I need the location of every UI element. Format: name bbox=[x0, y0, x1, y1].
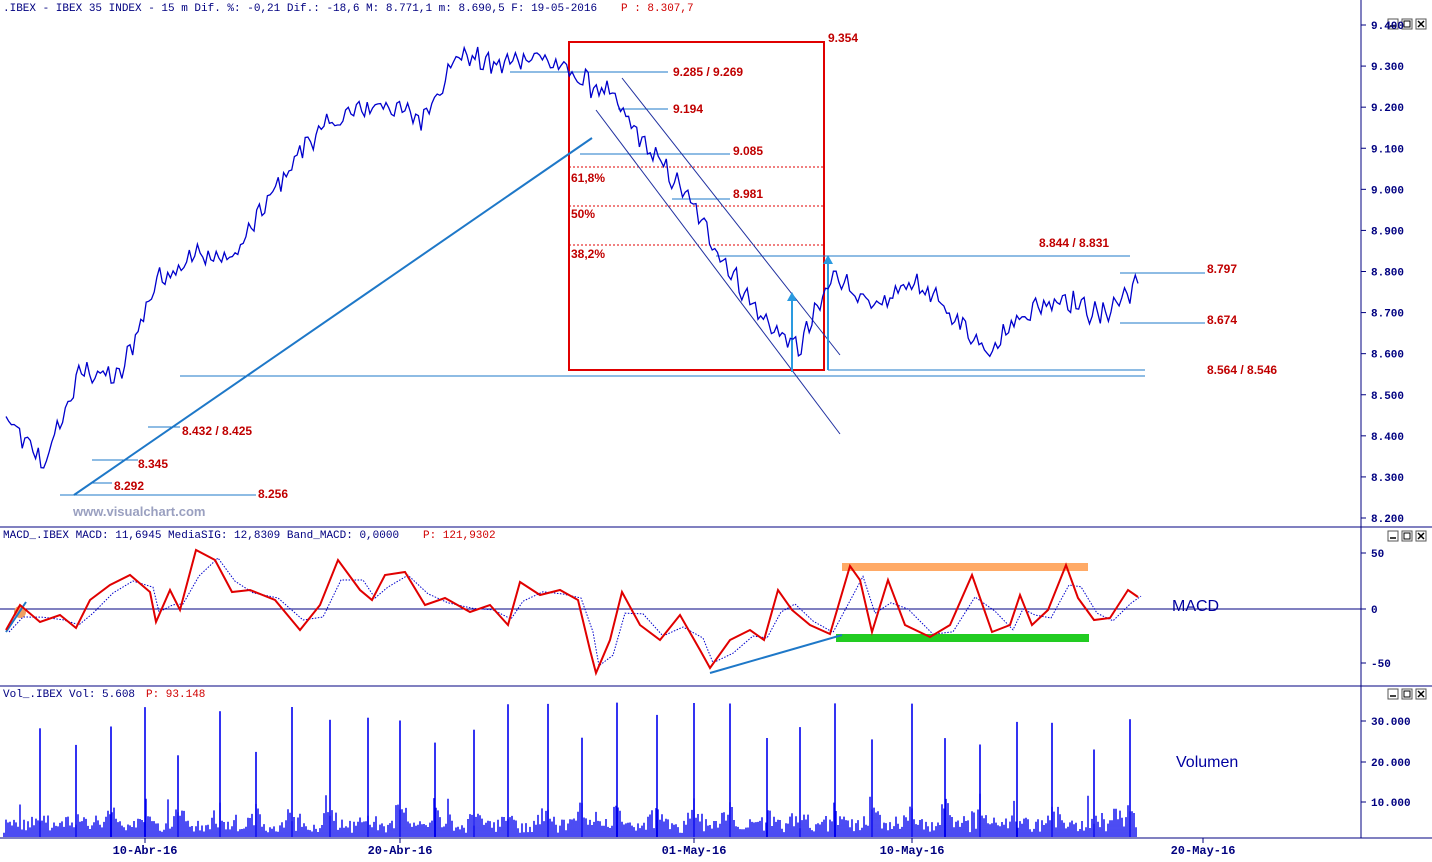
volume-y-tick-label: 30.000 bbox=[1371, 717, 1411, 729]
macd-series bbox=[0, 548, 1361, 677]
macd-support-band bbox=[836, 634, 1089, 642]
macd-y-tick-label: 50 bbox=[1371, 549, 1384, 561]
price-y-tick-label: 9.100 bbox=[1371, 144, 1404, 156]
price-y-axis: 9.400 9.300 9.200 9.100 9.000 8.900 8.800 8.700… bbox=[1361, 21, 1404, 526]
x-tick-label: 10-May-16 bbox=[880, 844, 945, 857]
maximize-icon bbox=[1403, 20, 1411, 28]
macd-signal-line bbox=[8, 557, 1142, 667]
close-icon bbox=[1417, 532, 1425, 540]
fib-label: 50% bbox=[571, 207, 595, 221]
price-y-tick-label: 9.300 bbox=[1371, 62, 1404, 74]
price-y-tick-label: 8.300 bbox=[1371, 473, 1404, 485]
macd-resistance-band bbox=[842, 563, 1088, 571]
minimize-button[interactable] bbox=[1387, 530, 1399, 542]
x-tick-label: 20-May-16 bbox=[1171, 844, 1236, 857]
level-label: 8.256 bbox=[258, 487, 288, 501]
price-y-tick-label: 8.600 bbox=[1371, 350, 1404, 362]
minimize-button[interactable] bbox=[1387, 688, 1399, 700]
level-label: 8.564 / 8.546 bbox=[1207, 363, 1277, 377]
maximize-button[interactable] bbox=[1401, 530, 1413, 542]
macd-panel-header: MACD_.IBEX MACD: 11,6945 MediaSIG: 12,83… bbox=[3, 530, 399, 542]
volume-y-tick-label: 20.000 bbox=[1371, 758, 1411, 770]
arrow-up-icon bbox=[823, 255, 833, 264]
volume-panel-buttons bbox=[1387, 688, 1427, 700]
volume-y-axis: 30.000 20.000 10.000 bbox=[1361, 717, 1411, 810]
level-label: 9.354 bbox=[828, 31, 858, 45]
channel-lower-line bbox=[595, 109, 841, 435]
maximize-icon bbox=[1403, 690, 1411, 698]
rising-trendline bbox=[73, 137, 593, 496]
level-label: 8.345 bbox=[138, 457, 168, 471]
level-label: 8.674 bbox=[1207, 313, 1237, 327]
channel-upper-line bbox=[621, 77, 841, 356]
level-labels: 9.354 9.285 / 9.269 9.194 9.085 8.981 8.844 /… bbox=[114, 31, 1277, 501]
price-y-tick-label: 8.400 bbox=[1371, 432, 1404, 444]
fib-label: 38,2% bbox=[571, 247, 605, 261]
level-label: 9.085 bbox=[733, 144, 763, 158]
macd-panel-buttons bbox=[1387, 530, 1427, 542]
level-label: 8.292 bbox=[114, 479, 144, 493]
maximize-button[interactable] bbox=[1401, 688, 1413, 700]
price-y-tick-label: 8.800 bbox=[1371, 268, 1404, 280]
x-axis: 10-Abr-16 20-Abr-16 01-May-16 10-May-16 20-M… bbox=[113, 838, 1236, 858]
volume-panel-p-label: P: 93.148 bbox=[146, 689, 205, 701]
level-label: 8.797 bbox=[1207, 262, 1237, 276]
price-panel-header: .IBEX - IBEX 35 INDEX - 15 m Dif. %: -0,… bbox=[3, 3, 597, 15]
x-tick-label: 01-May-16 bbox=[662, 844, 727, 857]
macd-divergence-line bbox=[709, 634, 843, 674]
maximize-icon bbox=[1403, 532, 1411, 540]
volume-panel-header: Vol_.IBEX Vol: 5.608 bbox=[3, 689, 135, 701]
fib-label: 61,8% bbox=[571, 171, 605, 185]
price-panel-buttons bbox=[1387, 18, 1427, 30]
macd-y-tick-label: -50 bbox=[1371, 659, 1391, 671]
price-y-tick-label: 8.200 bbox=[1371, 514, 1404, 526]
level-label: 9.285 / 9.269 bbox=[673, 65, 743, 79]
macd-panel-p-label: P: 121,9302 bbox=[423, 530, 496, 542]
price-annotations bbox=[60, 41, 1205, 496]
price-panel-p-label: P : 8.307,7 bbox=[621, 3, 694, 15]
maximize-button[interactable] bbox=[1401, 18, 1413, 30]
volume-y-tick-label: 10.000 bbox=[1371, 798, 1411, 810]
price-y-tick-label: 8.900 bbox=[1371, 226, 1404, 238]
price-y-tick-label: 9.400 bbox=[1371, 21, 1404, 33]
volume-bars bbox=[3, 702, 1137, 837]
close-icon bbox=[1417, 20, 1425, 28]
price-y-tick-label: 8.700 bbox=[1371, 309, 1404, 321]
x-tick-label: 10-Abr-16 bbox=[113, 844, 178, 857]
level-label: 9.194 bbox=[673, 102, 703, 116]
close-icon bbox=[1417, 690, 1425, 698]
price-y-tick-label: 9.200 bbox=[1371, 103, 1404, 115]
arrow-up-icon bbox=[787, 292, 797, 301]
price-y-tick-label: 9.000 bbox=[1371, 185, 1404, 197]
price-series bbox=[5, 45, 1139, 469]
watermark: www.visualchart.com bbox=[72, 504, 205, 519]
macd-panel-name: MACD bbox=[1172, 598, 1219, 615]
macd-y-axis: 50 0 -50 bbox=[1361, 549, 1391, 671]
x-tick-label: 20-Abr-16 bbox=[368, 844, 433, 857]
minimize-button[interactable] bbox=[1387, 18, 1399, 30]
macd-line bbox=[5, 548, 1139, 677]
level-label: 8.981 bbox=[733, 187, 763, 201]
volume-panel-name: Volumen bbox=[1176, 754, 1238, 771]
level-label: 8.844 / 8.831 bbox=[1039, 236, 1109, 250]
price-line bbox=[5, 45, 1139, 469]
level-label: 8.432 / 8.425 bbox=[182, 424, 252, 438]
macd-y-tick-label: 0 bbox=[1371, 605, 1378, 617]
price-y-tick-label: 8.500 bbox=[1371, 391, 1404, 403]
